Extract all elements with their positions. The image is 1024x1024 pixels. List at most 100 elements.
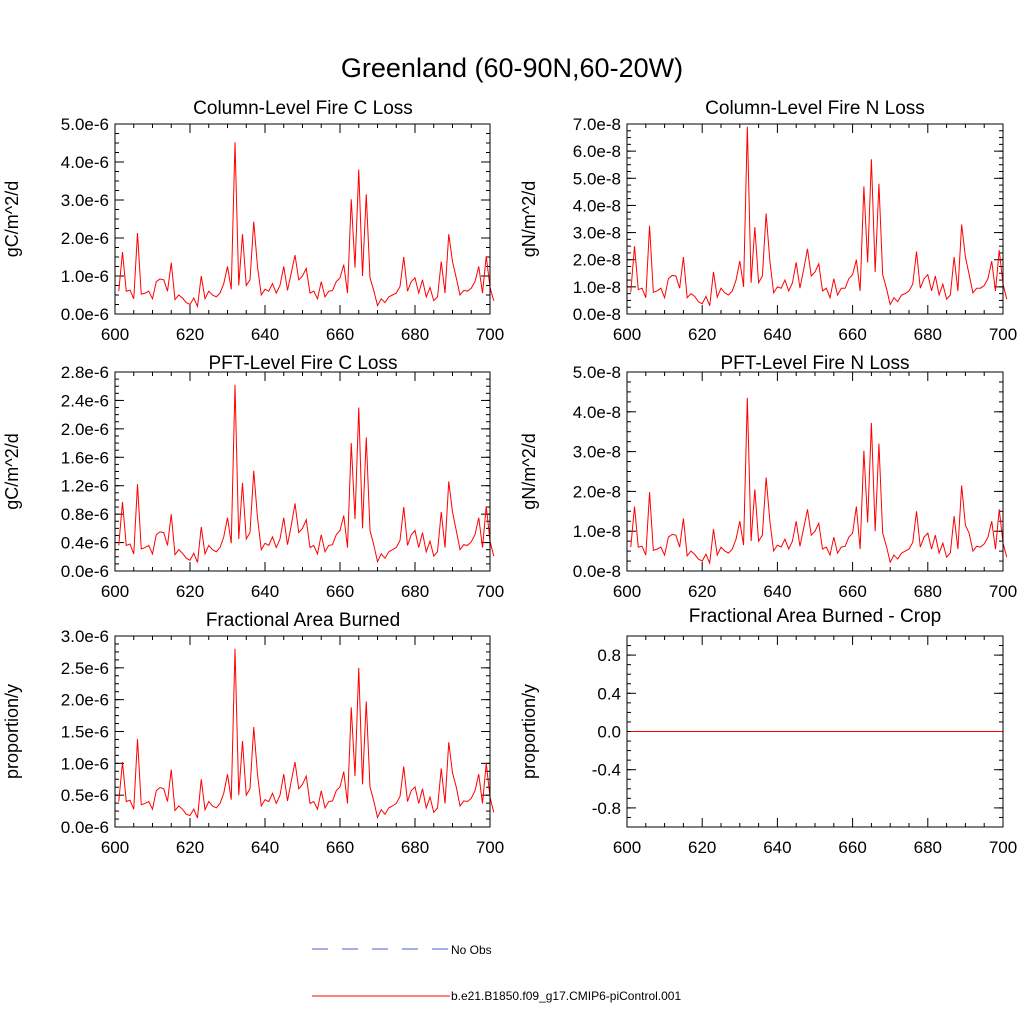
y-tick-label: 2.5e-6 — [61, 659, 109, 678]
y-tick-label: 0.0e-6 — [61, 562, 109, 581]
x-tick-label: 700 — [989, 582, 1017, 601]
y-tick-label: 0.0e-8 — [573, 562, 621, 581]
x-tick-label: 620 — [176, 582, 204, 601]
y-tick-label: 2.0e-8 — [573, 251, 621, 270]
series-line — [630, 126, 1008, 307]
plot-frame — [626, 123, 1004, 315]
x-tick-label: 620 — [688, 325, 716, 344]
panels: Column-Level Fire C Loss gC/m^2/d 600 620 64… — [2, 98, 1017, 857]
y-tick-label: -0.4 — [592, 761, 621, 780]
x-tick-label: 680 — [401, 582, 429, 601]
y-axis-label: gN/m^2/d — [519, 181, 539, 257]
panel-5: Fractional Area Burned proportion/y 600 620… — [2, 610, 504, 857]
y-tick-label: 0.8e-6 — [61, 505, 109, 524]
x-tick-label: 700 — [476, 582, 504, 601]
y-tick-label: 0.4e-6 — [61, 534, 109, 553]
x-tick-label: 620 — [688, 838, 716, 857]
y-tick-label: 1.0e-6 — [61, 267, 109, 286]
y-tick-label: 2.0e-6 — [61, 691, 109, 710]
x-tick-label: 680 — [914, 325, 942, 344]
plot-frame — [114, 635, 491, 828]
x-tick-label: 680 — [914, 838, 942, 857]
y-tick-label: 5.0e-8 — [573, 169, 621, 188]
x-tick-label: 700 — [989, 838, 1017, 857]
x-tick-label: 680 — [401, 325, 429, 344]
panel-4: PFT-Level Fire N Loss gN/m^2/d 600 620 640 66… — [519, 353, 1017, 601]
x-tick-label: 600 — [101, 582, 129, 601]
y-tick-label: 1.0e-6 — [61, 754, 109, 773]
y-tick-label: -0.8 — [592, 799, 621, 818]
legend-label-no-obs: No Obs — [451, 943, 492, 957]
y-tick-label: 2.0e-6 — [61, 229, 109, 248]
x-tick-label: 620 — [176, 325, 204, 344]
y-tick-label: 0.0e-6 — [61, 305, 109, 324]
x-tick-label: 660 — [838, 838, 866, 857]
figure-title: Greenland (60-90N,60-20W) — [341, 53, 683, 83]
y-tick-label: 2.0e-8 — [573, 482, 621, 501]
y-axis-label: gN/m^2/d — [519, 433, 539, 509]
y-tick-label: 6.0e-8 — [573, 142, 621, 161]
x-tick-label: 680 — [914, 582, 942, 601]
y-tick-label: 1.6e-6 — [61, 448, 109, 467]
plot-frame — [626, 371, 1004, 572]
y-tick-label: 0.4 — [597, 684, 621, 703]
panel-2: Column-Level Fire N Loss gN/m^2/d 600 620 64… — [519, 98, 1017, 344]
y-tick-label: 1.2e-6 — [61, 477, 109, 496]
y-tick-label: 0.8 — [597, 646, 621, 665]
y-tick-label: 4.0e-6 — [61, 153, 109, 172]
x-tick-label: 640 — [251, 582, 279, 601]
y-tick-label: 2.4e-6 — [61, 391, 109, 410]
series-line — [118, 384, 495, 564]
legend: No Obs b.e21.B1850.f09_g17.CMIP6-piContr… — [312, 943, 681, 1003]
series-line — [630, 397, 1008, 565]
x-tick-label: 640 — [251, 838, 279, 857]
panel-title: PFT-Level Fire C Loss — [209, 353, 398, 374]
series-line — [118, 648, 495, 819]
x-tick-label: 600 — [101, 838, 129, 857]
y-tick-label: 3.0e-6 — [61, 191, 109, 210]
y-axis-label: proportion/y — [2, 684, 22, 779]
panel-title: Column-Level Fire N Loss — [705, 98, 925, 119]
x-tick-label: 660 — [838, 582, 866, 601]
plot-frame — [114, 371, 491, 572]
x-tick-label: 640 — [251, 325, 279, 344]
x-tick-label: 660 — [326, 582, 354, 601]
series-line — [118, 142, 495, 309]
y-tick-label: 0.5e-6 — [61, 786, 109, 805]
x-tick-label: 700 — [476, 325, 504, 344]
x-tick-label: 700 — [989, 325, 1017, 344]
y-tick-label: 0.0 — [597, 723, 621, 742]
panel-3: PFT-Level Fire C Loss gC/m^2/d 600 620 640 66… — [2, 353, 504, 601]
x-tick-label: 600 — [613, 325, 641, 344]
panel-title: Fractional Area Burned — [206, 610, 400, 631]
y-tick-label: 7.0e-8 — [573, 115, 621, 134]
x-tick-label: 660 — [326, 838, 354, 857]
y-axis-label: gC/m^2/d — [2, 433, 22, 509]
y-tick-label: 2.8e-6 — [61, 363, 109, 382]
y-tick-label: 0.0e-8 — [573, 305, 621, 324]
y-tick-label: 1.0e-8 — [573, 278, 621, 297]
x-tick-label: 620 — [688, 582, 716, 601]
y-tick-label: 4.0e-8 — [573, 403, 621, 422]
x-tick-label: 600 — [613, 838, 641, 857]
x-tick-label: 600 — [101, 325, 129, 344]
y-tick-label: 3.0e-8 — [573, 443, 621, 462]
x-tick-label: 600 — [613, 582, 641, 601]
y-tick-label: 5.0e-8 — [573, 363, 621, 382]
y-tick-label: 4.0e-8 — [573, 196, 621, 215]
legend-label-picontrol: b.e21.B1850.f09_g17.CMIP6-piControl.001 — [451, 989, 681, 1003]
x-tick-label: 640 — [763, 325, 791, 344]
y-tick-label: 3.0e-8 — [573, 224, 621, 243]
y-tick-label: 1.0e-8 — [573, 522, 621, 541]
y-axis-label: gC/m^2/d — [2, 181, 22, 257]
x-tick-label: 660 — [838, 325, 866, 344]
plot-frame — [626, 635, 1004, 828]
panel-title: Column-Level Fire C Loss — [193, 98, 413, 119]
y-axis-label: proportion/y — [519, 684, 539, 779]
panel-title: Fractional Area Burned - Crop — [689, 606, 941, 627]
x-tick-label: 620 — [176, 838, 204, 857]
plot-frame — [114, 123, 491, 315]
x-tick-label: 680 — [401, 838, 429, 857]
panel-title: PFT-Level Fire N Loss — [721, 353, 910, 374]
